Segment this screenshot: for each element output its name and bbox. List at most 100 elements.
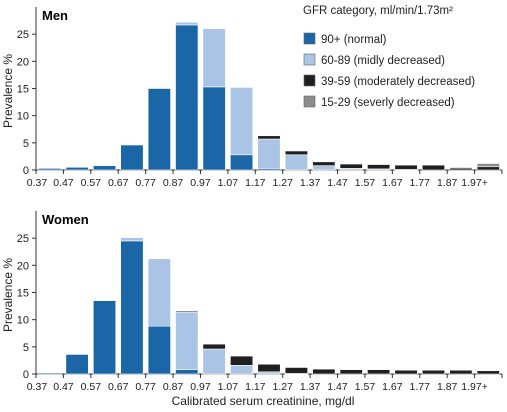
bar-men-057-s0 — [92, 165, 117, 171]
x-tick-label-men: 0.77 — [135, 177, 156, 189]
bar-men-187-s3 — [449, 166, 473, 169]
bar-women-167-s2 — [394, 369, 418, 375]
x-tick-label-men: 1.57 — [355, 177, 376, 189]
x-tick-label-women: 1.67 — [382, 381, 403, 393]
bar-women-117-s2 — [257, 363, 281, 373]
bar-men-067-s0 — [120, 144, 144, 171]
x-tick-label-women: 0.47 — [53, 381, 74, 393]
bar-women-097-s2 — [202, 343, 226, 350]
y-tick-label-women: 20 — [17, 260, 29, 272]
bar-women-077-s0 — [147, 325, 171, 375]
y-tick-label-women: 15 — [17, 288, 29, 300]
bar-men-177-s2 — [421, 164, 446, 171]
bar-men-167-s2 — [394, 164, 418, 170]
bar-men-137-s2 — [312, 161, 336, 166]
bar-women-067-s0 — [120, 240, 144, 375]
x-tick-label-men: 1.77 — [410, 177, 431, 189]
y-tick-label-men: 20 — [17, 56, 29, 68]
y-tick-label-men: 0 — [23, 165, 29, 177]
y-tick-label-women: 5 — [23, 342, 29, 354]
y-tick-label-women: 25 — [17, 233, 29, 245]
x-tick-label-men: 1.27 — [272, 177, 293, 189]
x-tick-label-women: 0.87 — [163, 381, 184, 393]
bar-women-157-s2 — [367, 369, 391, 375]
bar-men-047-s0 — [65, 166, 89, 171]
legend-label-3: 15-29 (severly decreased) — [321, 97, 455, 109]
y-axis-label-women: Prevalence % — [1, 258, 15, 332]
y-axis-label-men: Prevalence % — [1, 54, 15, 128]
bar-men-117-s2 — [257, 135, 281, 140]
bar-women-107-s1 — [230, 365, 254, 375]
bar-women-177-s2 — [421, 369, 446, 375]
y-tick-label-men: 15 — [17, 84, 29, 96]
x-tick-label-men: 1.67 — [382, 177, 403, 189]
x-tick-label-men: 0.67 — [108, 177, 129, 189]
x-tick-label-men: 0.37 — [27, 177, 48, 189]
x-tick-label-women: 0.77 — [135, 381, 156, 393]
panel-women: Women 0 5 10 15 20 25 0.37 0.47 0.57 0.67 0.77 0.87 0… — [17, 211, 503, 393]
bar-women-057-s0 — [92, 300, 117, 375]
x-tick-label-women: 1.87 — [437, 381, 458, 393]
x-tick-label-women: 1.07 — [218, 381, 239, 393]
x-tick-label-women: 1.47 — [327, 381, 348, 393]
bar-men-097-s1 — [202, 28, 226, 88]
bar-women-087-s2 — [175, 310, 199, 313]
bar-men-147-s2 — [339, 163, 363, 169]
x-tick-label-women: 0.37 — [27, 381, 48, 393]
bar-women-097-s1 — [202, 348, 226, 375]
legend-label-2: 39-59 (moderately decreased) — [321, 76, 475, 88]
bar-women-037-s0 — [38, 372, 62, 375]
bar-men-117-s1 — [257, 138, 281, 169]
bar-women-187-s2 — [449, 369, 473, 375]
x-tick-label-men: 0.97 — [190, 177, 211, 189]
x-tick-label-men: 0.87 — [163, 177, 184, 189]
bar-women-147-s2 — [339, 369, 363, 375]
x-tick-label-women: 1.37 — [300, 381, 321, 393]
bar-men-157-s2 — [367, 164, 391, 170]
bar-women-047-s0 — [65, 354, 89, 375]
bar-men-127-s2 — [284, 150, 308, 156]
bar-women-107-s2 — [230, 355, 254, 366]
y-tick-label-women: 10 — [17, 315, 29, 327]
y-tick-label-women: 0 — [23, 369, 29, 381]
x-tick-label-women: 0.57 — [81, 381, 102, 393]
panels-layer: Men 0 5 10 15 20 25 0.37 0.47 0.57 0.67 0.77 0.87 0.9… — [17, 7, 503, 393]
x-tick-label-men: 1.07 — [218, 177, 239, 189]
bar-women-137-s2 — [312, 368, 336, 375]
panel-title-men: Men — [42, 8, 68, 23]
bar-women-067-s1 — [120, 237, 144, 242]
legend-swatch-3 — [303, 95, 316, 108]
x-axis-label: Calibrated serum creatinine, mg/dl — [172, 394, 355, 408]
bar-men-197-s2 — [476, 166, 500, 171]
y-tick-label-men: 5 — [23, 138, 29, 150]
bar-men-087-s1 — [175, 21, 199, 26]
x-tick-label-women: 0.97 — [190, 381, 211, 393]
x-tick-label-women: 1.77 — [410, 381, 431, 393]
x-tick-label-women: 1.97+ — [461, 381, 488, 393]
bar-men-127-s1 — [284, 154, 308, 171]
x-tick-label-men: 1.37 — [300, 177, 321, 189]
x-tick-label-women: 1.27 — [272, 381, 293, 393]
bar-men-087-s0 — [175, 24, 199, 171]
panel-title-women: Women — [42, 212, 89, 227]
x-tick-label-men: 1.97+ — [461, 177, 488, 189]
bar-men-107-s0 — [230, 154, 254, 171]
legend-swatch-1 — [303, 53, 316, 66]
bar-women-077-s1 — [147, 258, 171, 327]
bar-men-107-s1 — [230, 87, 254, 156]
bar-men-197-s3 — [476, 163, 500, 168]
y-tick-label-men: 25 — [17, 29, 29, 41]
x-tick-label-women: 0.67 — [108, 381, 129, 393]
bar-women-117-s1 — [257, 371, 281, 375]
legend-swatch-0 — [303, 32, 316, 45]
legend-label-0: 90+ (normal) — [321, 34, 387, 46]
bar-women-087-s0 — [175, 369, 199, 375]
x-tick-label-men: 0.47 — [53, 177, 74, 189]
x-tick-label-men: 1.47 — [327, 177, 348, 189]
legend-label-1: 60-89 (midly decreased) — [321, 55, 445, 67]
bar-men-037-s0 — [38, 168, 62, 171]
bar-men-137-s1 — [312, 165, 336, 171]
panel-men: Men 0 5 10 15 20 25 0.37 0.47 0.57 0.67 0.77 0.87 0.9… — [17, 7, 503, 189]
x-tick-label-women: 1.57 — [355, 381, 376, 393]
bar-women-197-s2 — [476, 370, 500, 375]
